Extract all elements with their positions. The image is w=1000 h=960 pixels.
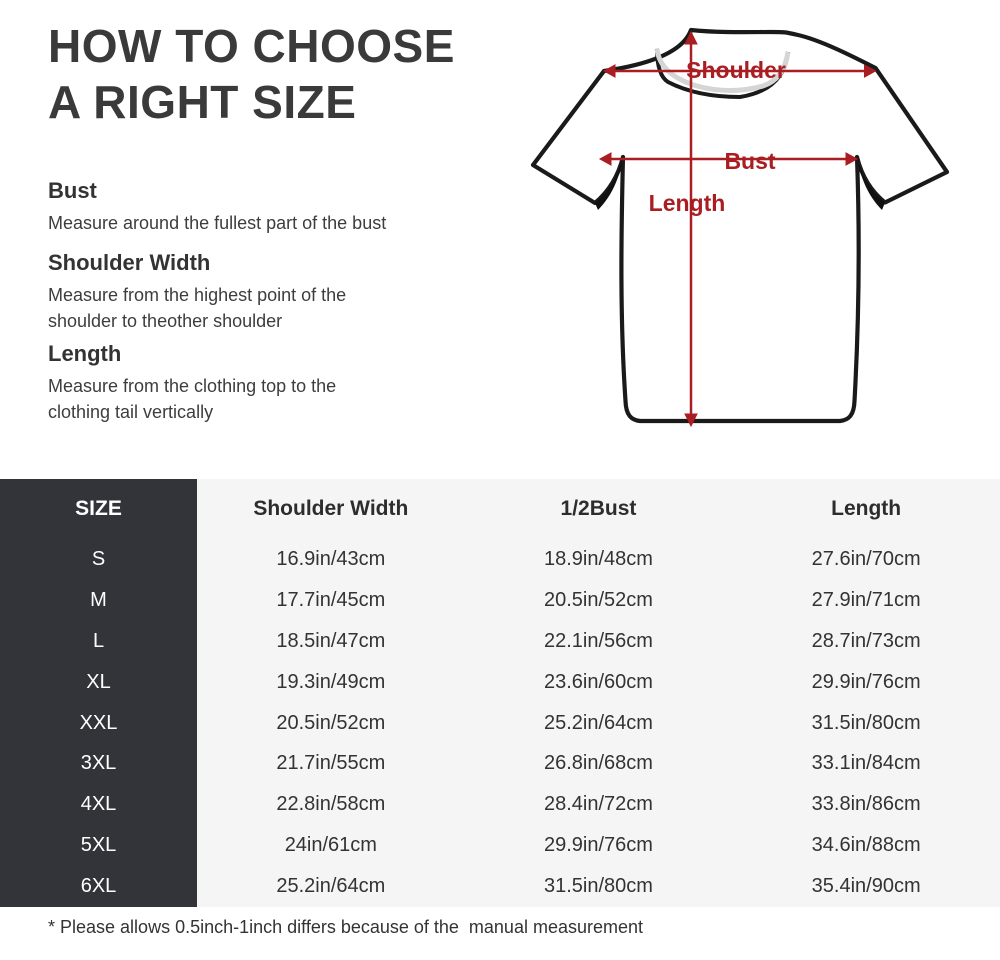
svg-text:Shoulder: Shoulder xyxy=(686,57,786,83)
svg-text:Bust: Bust xyxy=(724,148,775,174)
svg-text:Length: Length xyxy=(649,190,726,216)
